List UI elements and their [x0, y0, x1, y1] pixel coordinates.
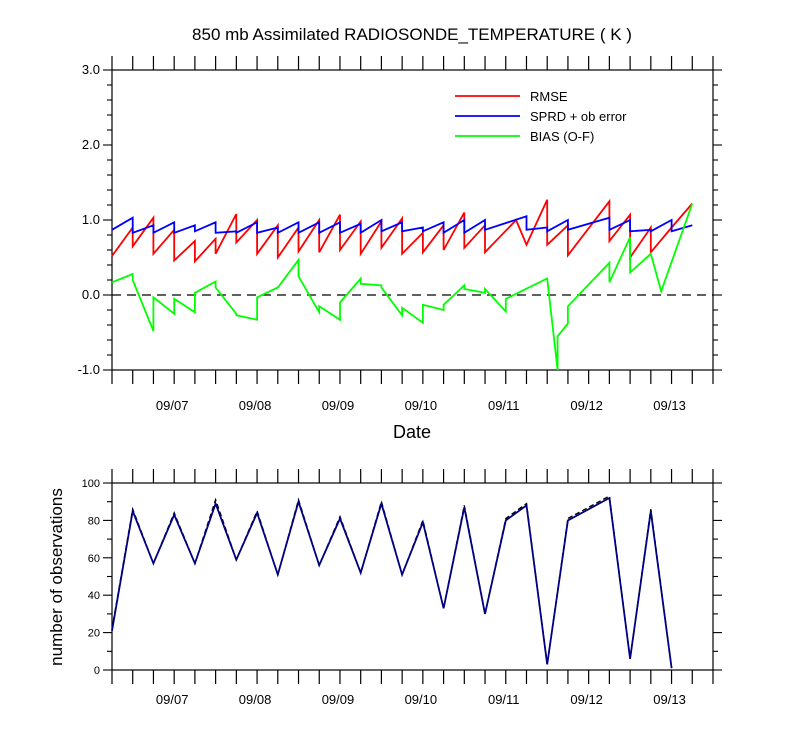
x-tick-label: 09/09 [322, 692, 355, 707]
series-line-possible [111, 494, 673, 669]
y-tick-label: 60 [88, 553, 100, 565]
top-x-axis-label: Date [393, 422, 431, 442]
x-tick-label: 09/13 [653, 692, 686, 707]
top-series-lines [111, 198, 694, 371]
y-tick-label: -1.0 [78, 362, 100, 377]
series-line-bias-o-f [111, 203, 694, 371]
y-tick-label: 0 [94, 665, 100, 677]
x-tick-label: 09/08 [239, 398, 272, 413]
y-tick-label: 1.0 [82, 212, 100, 227]
x-tick-label: 09/11 [488, 398, 520, 413]
x-tick-label: 09/12 [570, 398, 603, 413]
x-tick-label: 09/12 [570, 692, 603, 707]
y-tick-label: 40 [88, 590, 100, 602]
top-x-tick-labels: 09/07 09/08 09/09 09/10 09/11 09/12 09/13 [156, 398, 686, 413]
bottom-x-tick-labels: 09/07 09/08 09/09 09/10 09/11 09/12 09/13 [156, 692, 686, 707]
bottom-plot-frame [111, 482, 714, 671]
y-tick-label: 80 [88, 515, 100, 527]
y-tick-label: 0.0 [82, 287, 100, 302]
x-tick-label: 09/08 [239, 692, 272, 707]
legend-label: SPRD + ob error [530, 109, 627, 124]
y-tick-label: 3.0 [82, 62, 100, 77]
legend: RMSE SPRD + ob error BIAS (O-F) [455, 89, 627, 144]
series-line-sprd-ob-error [111, 215, 693, 235]
bottom-series-lines [111, 494, 673, 669]
legend-label: BIAS (O-F) [530, 129, 594, 144]
x-tick-label: 09/11 [488, 692, 520, 707]
top-chart: 850 mb Assimilated RADIOSONDE_TEMPERATUR… [78, 25, 722, 442]
top-tick-marks [103, 56, 722, 384]
x-tick-label: 09/10 [405, 398, 438, 413]
y-tick-label: 100 [82, 478, 100, 490]
x-tick-label: 09/07 [156, 398, 189, 413]
series-line-assimilated [111, 496, 673, 669]
x-tick-label: 09/07 [156, 692, 189, 707]
top-y-tick-labels: 3.0 2.0 1.0 0.0 -1.0 [78, 62, 100, 377]
y-tick-label: 2.0 [82, 137, 100, 152]
bottom-tick-marks [103, 469, 722, 684]
y-tick-label: 20 [88, 628, 100, 640]
top-chart-title: 850 mb Assimilated RADIOSONDE_TEMPERATUR… [192, 25, 632, 44]
legend-label: RMSE [530, 89, 568, 104]
bottom-y-tick-labels: 100 80 60 40 20 0 [82, 478, 100, 677]
x-tick-label: 09/10 [405, 692, 438, 707]
x-tick-label: 09/13 [653, 398, 686, 413]
bottom-y-axis-label: number of observations [47, 488, 66, 666]
x-tick-label: 09/09 [322, 398, 355, 413]
